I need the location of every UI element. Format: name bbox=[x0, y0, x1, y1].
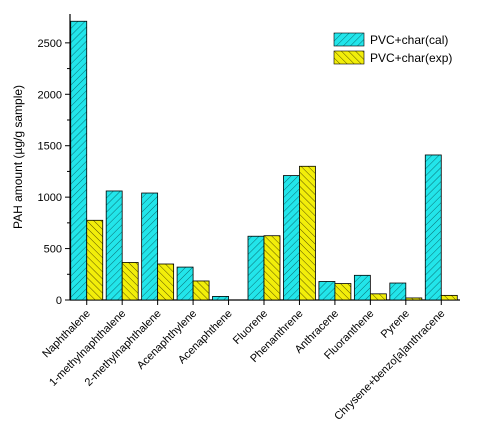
legend-label-cal: PVC+char(cal) bbox=[370, 33, 448, 47]
bar-cal bbox=[141, 192, 159, 301]
bar-exp bbox=[405, 297, 423, 301]
bar-exp bbox=[334, 283, 352, 301]
y-tick-label: 2500 bbox=[38, 38, 62, 50]
bar-cal bbox=[247, 235, 265, 301]
y-tick-label: 1500 bbox=[38, 141, 62, 153]
y-tick-label: 500 bbox=[44, 244, 62, 256]
y-axis-title: PAH amount (µg/g sample) bbox=[11, 85, 25, 229]
y-tick-label: 0 bbox=[56, 295, 62, 307]
legend-swatch-cal bbox=[333, 32, 365, 47]
bars bbox=[70, 20, 458, 301]
bar-cal bbox=[424, 154, 442, 301]
y-axis-ticks: 0 500 1000 1500 2000 2500 bbox=[38, 38, 70, 307]
bar-exp bbox=[86, 219, 104, 301]
legend-label-exp: PVC+char(exp) bbox=[370, 51, 452, 65]
bar-exp bbox=[440, 294, 458, 301]
bar-cal bbox=[70, 20, 88, 301]
legend-swatch-exp bbox=[333, 50, 365, 65]
y-tick-label: 2000 bbox=[38, 89, 62, 101]
x-axis-ticks: Naphthalene1-methylnaphthalene2-methylna… bbox=[40, 300, 447, 423]
bar-cal bbox=[389, 282, 407, 301]
bar-exp bbox=[121, 262, 139, 301]
bar-cal bbox=[212, 295, 229, 301]
y-tick-label: 1000 bbox=[38, 192, 62, 204]
bar-exp bbox=[263, 235, 281, 301]
bar-cal bbox=[318, 281, 336, 301]
legend: PVC+char(cal) PVC+char(exp) bbox=[333, 32, 452, 65]
bar-cal bbox=[283, 175, 300, 301]
bar-cal bbox=[105, 190, 123, 301]
bar-exp bbox=[192, 280, 210, 301]
bar-cal bbox=[353, 274, 371, 301]
bar-exp bbox=[299, 165, 316, 301]
bar-exp bbox=[369, 293, 387, 301]
bar-cal bbox=[176, 266, 194, 301]
bar-exp bbox=[157, 263, 175, 301]
x-tick-label: Pyrene bbox=[379, 308, 412, 341]
